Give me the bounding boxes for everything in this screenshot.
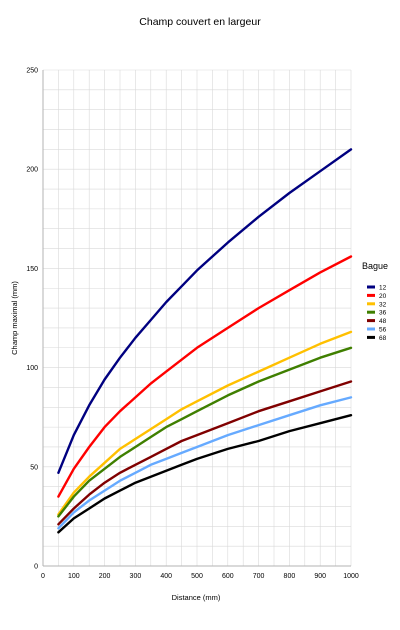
legend-label-20: 20 xyxy=(379,293,387,300)
y-tick-label: 150 xyxy=(26,266,38,273)
series-lines xyxy=(57,148,353,534)
x-tick-label: 900 xyxy=(314,573,326,580)
grid xyxy=(42,69,352,567)
x-tick-label: 100 xyxy=(68,573,80,580)
y-tick-label: 100 xyxy=(26,365,38,372)
legend-label-56: 56 xyxy=(379,327,387,334)
legend-label-48: 48 xyxy=(379,318,387,325)
x-tick-label: 600 xyxy=(222,573,234,580)
chart-title: Champ couvert en largeur xyxy=(139,16,261,28)
x-tick-label: 800 xyxy=(284,573,296,580)
x-tick-label: 400 xyxy=(160,573,172,580)
x-tick-label: 1000 xyxy=(343,573,359,580)
legend-label-68: 68 xyxy=(379,335,387,342)
legend-label-32: 32 xyxy=(379,301,387,308)
y-tick-label: 0 xyxy=(34,564,38,571)
series-line-56 xyxy=(57,396,353,530)
series-line-20 xyxy=(57,255,353,498)
x-axis-label: Distance (mm) xyxy=(172,593,221,602)
x-tick-label: 0 xyxy=(41,573,45,580)
x-tick-label: 700 xyxy=(253,573,265,580)
y-axis-label: Champ maximal (mm) xyxy=(10,281,19,355)
x-tick-label: 300 xyxy=(130,573,142,580)
series-line-32 xyxy=(57,330,353,516)
x-tick-label: 500 xyxy=(191,573,203,580)
legend-label-36: 36 xyxy=(379,310,387,317)
x-tick-label: 200 xyxy=(99,573,111,580)
series-line-68 xyxy=(57,414,353,534)
series-line-48 xyxy=(57,380,353,526)
series-line-12 xyxy=(57,148,353,474)
y-tick-label: 50 xyxy=(30,464,38,471)
series-line-36 xyxy=(57,346,353,518)
y-tick-label: 250 xyxy=(26,68,38,75)
legend-label-12: 12 xyxy=(379,285,387,292)
legend-title: Bague xyxy=(362,261,388,271)
axes: 0 100 200 300 400 500 600 700 800 900 1000 0 50 100 15… xyxy=(26,68,359,581)
y-tick-label: 200 xyxy=(26,167,38,174)
